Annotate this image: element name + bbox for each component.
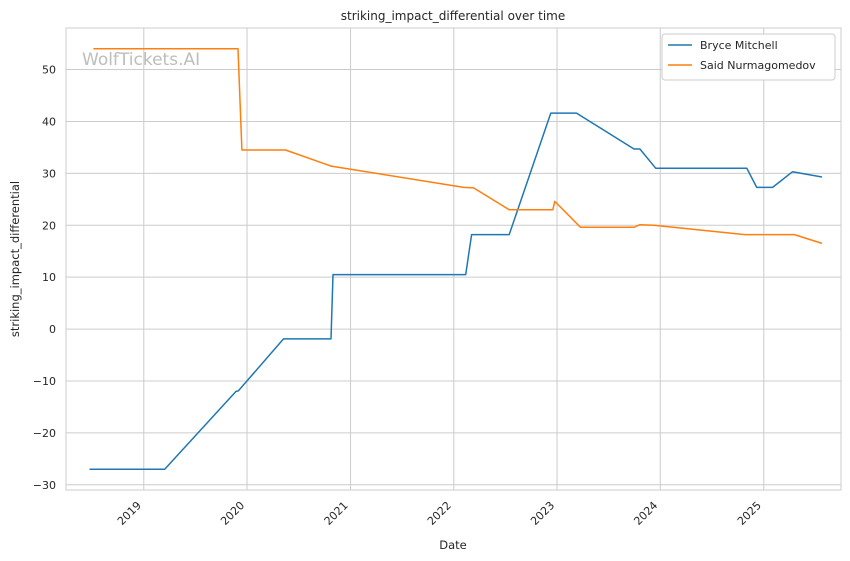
- y-tick-label: 20: [42, 219, 56, 232]
- y-tick-label: 10: [42, 271, 56, 284]
- y-tick-label: 0: [49, 323, 56, 336]
- y-tick-label: 50: [42, 64, 56, 77]
- y-tick-labels: −30 −20 −10 0 10 20 30 40 50: [33, 64, 56, 492]
- chart-title: striking_impact_differential over time: [341, 9, 566, 23]
- legend-box: [661, 33, 836, 81]
- y-tick-label: −10: [33, 375, 56, 388]
- plot-area: WolfTickets.AI: [65, 27, 842, 491]
- watermark: WolfTickets.AI: [82, 50, 200, 70]
- series-line-said-nurmagomedov: [93, 48, 823, 245]
- y-tick-label: 40: [42, 115, 56, 128]
- plot-frame: [65, 27, 842, 491]
- legend-label-bryce-mitchell: Bryce Mitchell: [700, 39, 778, 52]
- y-tick-label: 30: [42, 167, 56, 180]
- x-axis-title: Date: [439, 538, 467, 552]
- legend-label-said-nurmagomedov: Said Nurmagomedov: [700, 59, 816, 72]
- y-axis-title: striking_impact_differential: [8, 181, 22, 337]
- legend: Bryce Mitchell Said Nurmagomedov: [661, 33, 836, 81]
- series-layer: [89, 48, 823, 470]
- y-tick-label: −20: [33, 427, 56, 440]
- series-line-bryce-mitchell: [89, 112, 823, 470]
- y-tick-label: −30: [33, 479, 56, 492]
